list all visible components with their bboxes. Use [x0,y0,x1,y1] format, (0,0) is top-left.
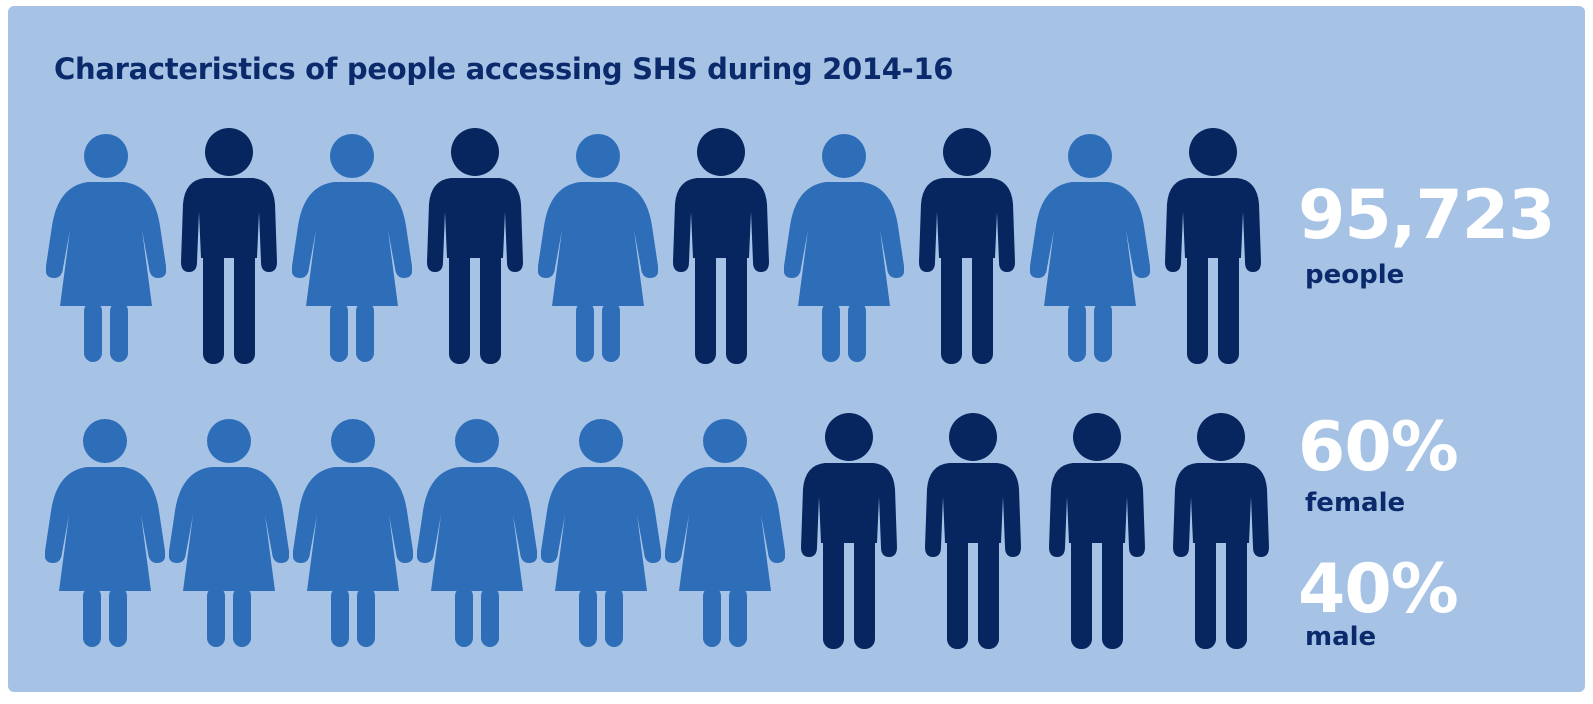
female-share-label: female [1305,488,1406,518]
female-figure-icon [538,134,658,362]
male-figure-icon [427,128,523,364]
male-share-label: male [1305,622,1377,652]
female-figure-icon [417,419,537,647]
female-figure-icon [541,419,661,647]
female-figure-icon [292,134,412,362]
female-figure-icon [784,134,904,362]
male-figure-icon [1165,128,1261,364]
infographic-panel: Characteristics of people accessing SHS … [8,6,1585,692]
male-figure-icon [673,128,769,364]
male-figure-icon [925,413,1021,649]
female-figure-icon [169,419,289,647]
female-figure-icon [46,134,166,362]
male-figure-icon [181,128,277,364]
people-count-label: people [1305,260,1405,290]
people-count-value: 95,723 [1298,176,1555,255]
infographic-title: Characteristics of people accessing SHS … [54,52,954,86]
male-figure-icon [1049,413,1145,649]
female-figure-icon [1030,134,1150,362]
male-share-value: 40% [1298,550,1459,629]
bottom-figure-row [8,411,1308,651]
top-figure-row [8,126,1308,366]
female-figure-icon [665,419,785,647]
female-figure-icon [293,419,413,647]
female-figure-icon [45,419,165,647]
male-figure-icon [1173,413,1269,649]
male-figure-icon [919,128,1015,364]
female-share-value: 60% [1298,408,1459,487]
male-figure-icon [801,413,897,649]
